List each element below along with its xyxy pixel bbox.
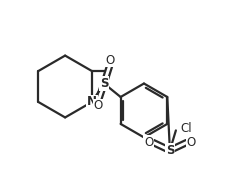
Text: O: O — [106, 54, 115, 67]
Text: S: S — [166, 144, 174, 157]
Text: Cl: Cl — [181, 121, 192, 134]
Text: S: S — [100, 77, 108, 90]
Text: N: N — [87, 95, 97, 108]
Text: O: O — [93, 99, 103, 112]
Text: O: O — [187, 136, 196, 149]
Text: O: O — [144, 136, 153, 149]
